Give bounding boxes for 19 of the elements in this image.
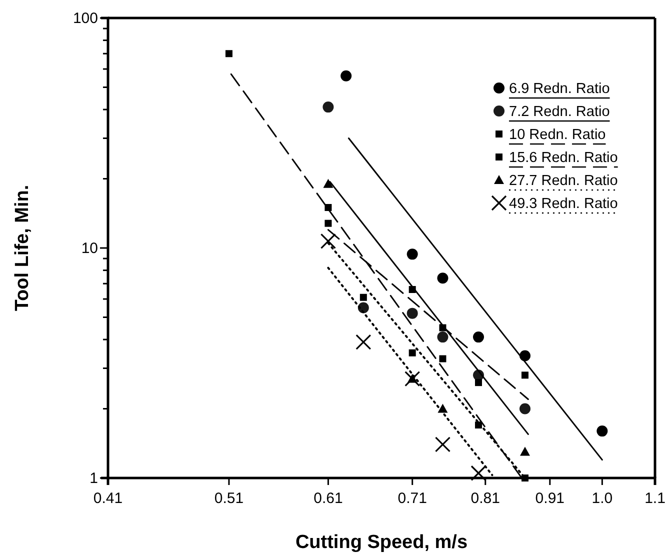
legend-label: 6.9 Redn. Ratio (509, 81, 610, 97)
y-tick-label: 100 (72, 10, 98, 27)
x-tick-label: 0.71 (398, 490, 427, 507)
x-tick-label: 1.0 (592, 490, 613, 507)
y-tick-label: 10 (81, 240, 98, 257)
legend-label: 7.2 Redn. Ratio (509, 104, 610, 120)
legend-label: 15.6 Redn. Ratio (509, 150, 618, 166)
x-axis-title: Cutting Speed, m/s (295, 532, 468, 553)
legend-label: 49.3 Redn. Ratio (509, 196, 618, 212)
x-tick-label: 0.81 (470, 490, 500, 507)
x-tick-label: 0.91 (535, 490, 565, 507)
x-tick-label: 1.1 (644, 490, 665, 507)
y-axis-title: Tool Life, Min. (12, 184, 33, 312)
x-tick-label: 0.51 (214, 490, 244, 507)
y-tick-label: 1 (90, 470, 98, 487)
legend-label: 27.7 Redn. Ratio (509, 173, 618, 189)
x-tick-label: 0.41 (93, 490, 123, 507)
legend-label: 10 Redn. Ratio (509, 127, 606, 143)
x-tick-label: 0.61 (314, 490, 343, 507)
